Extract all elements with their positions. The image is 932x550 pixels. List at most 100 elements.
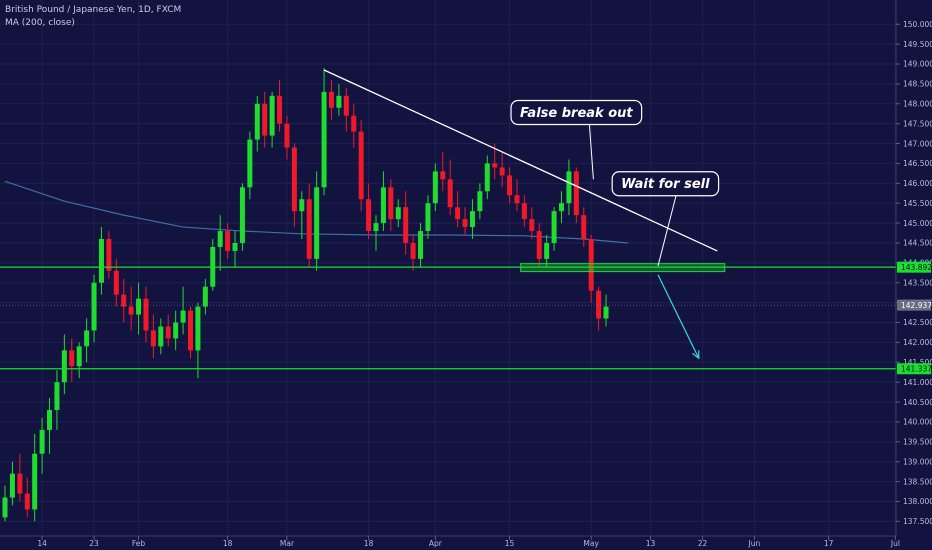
symbol-title: British Pound / Japanese Yen, 1D, FXCM	[5, 5, 182, 15]
candle-body	[507, 175, 513, 196]
candle-body	[136, 298, 142, 315]
y-tick-label-139.500: 139.500	[903, 438, 932, 447]
time-axis[interactable]: 14 23 Feb 18 Mar 18 Apr 15 May 13 22 Jun 17 Jul	[37, 536, 900, 548]
candle-body	[366, 199, 372, 232]
false-breakout-pointer	[588, 124, 594, 180]
candle-30	[225, 223, 231, 259]
candle-body	[69, 350, 75, 367]
candle-74	[551, 207, 557, 251]
y-tick-label-138.500: 138.500	[903, 477, 932, 486]
candle-21	[158, 318, 164, 355]
candle-79	[588, 235, 594, 303]
forecast-arrow-head	[692, 350, 700, 360]
candle-3	[24, 477, 30, 518]
candle-body	[32, 453, 38, 510]
x-tick-label-Mar: Mar	[280, 539, 295, 548]
horizontal-gridlines	[0, 23, 896, 522]
candle-69	[514, 179, 520, 212]
resistance-price-tag-label: 143.892	[901, 263, 932, 272]
candle-body	[158, 326, 164, 347]
y-tick-label-137.500: 137.500	[903, 517, 932, 526]
y-tick-label-142.500: 142.500	[903, 318, 932, 327]
candle-body	[373, 223, 379, 232]
candle-1	[9, 461, 15, 506]
candle-57	[425, 195, 431, 239]
y-tick-label-149.000: 149.000	[903, 60, 932, 69]
y-tick-label-145.000: 145.000	[903, 219, 932, 228]
candle-body	[499, 167, 505, 176]
candle-48	[358, 119, 364, 212]
y-tick-label-148.500: 148.500	[903, 80, 932, 89]
x-tick-label-22: 22	[698, 539, 708, 548]
price-tags: 143.892 142.937 141.337	[897, 261, 932, 375]
y-tick-label-150.000: 150.000	[903, 20, 932, 29]
candle-body	[277, 95, 283, 124]
x-tick-label-Feb: Feb	[132, 539, 146, 548]
candle-body	[2, 497, 8, 518]
x-tick-label-14: 14	[37, 539, 47, 548]
candle-body	[321, 91, 327, 188]
wait-for-sell-callout: Wait for sell	[611, 171, 720, 267]
candle-body	[551, 211, 557, 243]
candle-60	[447, 159, 453, 216]
candle-49	[366, 183, 372, 239]
y-tick-label-143.500: 143.500	[903, 278, 932, 287]
candle-51	[380, 171, 386, 232]
candle-body	[351, 115, 357, 132]
y-tick-label-147.000: 147.000	[903, 139, 932, 148]
y-tick-label-145.500: 145.500	[903, 199, 932, 208]
y-tick-label-146.000: 146.000	[903, 179, 932, 188]
wait-for-sell-box	[611, 171, 720, 197]
support-price-tag-label: 141.337	[901, 364, 932, 373]
candle-body	[24, 493, 30, 510]
candle-77	[573, 167, 579, 224]
candle-29	[217, 215, 223, 271]
candle-body	[403, 207, 409, 243]
candle-67	[499, 151, 505, 188]
candle-43	[321, 67, 327, 196]
candle-12	[91, 274, 97, 343]
candle-body	[380, 187, 386, 224]
support-price-tag: 141.337	[897, 363, 932, 375]
candle-70	[521, 195, 527, 228]
drawings: False break out Wait for sell	[323, 69, 726, 360]
candle-14	[106, 231, 112, 279]
chart-legend: British Pound / Japanese Yen, 1D, FXCM M…	[5, 4, 181, 30]
support-price-tag-bg	[897, 363, 931, 375]
candle-body	[188, 310, 193, 351]
sell-zone	[520, 263, 726, 273]
candle-5	[39, 417, 45, 474]
candle-47	[351, 103, 357, 148]
candle-2	[17, 453, 23, 502]
candle-75	[559, 191, 564, 224]
candle-body	[150, 330, 156, 347]
candle-body	[106, 238, 112, 271]
candle-31	[232, 231, 238, 267]
candle-body	[536, 231, 542, 259]
candle-body	[217, 231, 223, 247]
candle-body	[284, 123, 290, 148]
candle-body	[173, 322, 179, 339]
candle-71	[529, 207, 535, 239]
candle-body	[299, 199, 305, 212]
horizontal-levels	[0, 266, 896, 370]
candle-body	[388, 187, 394, 220]
y-tick-label-140.500: 140.500	[903, 398, 932, 407]
candle-54	[403, 191, 409, 255]
candle-body	[91, 282, 97, 331]
x-tick-label-May: May	[583, 539, 599, 548]
false-breakout-box	[510, 99, 643, 126]
candle-9	[69, 338, 75, 383]
wait-for-sell-label: Wait for sell	[621, 177, 710, 192]
candle-body	[195, 306, 201, 351]
x-tick-label-18: 18	[364, 539, 374, 548]
y-tick-label-139.000: 139.000	[903, 457, 932, 466]
candle-33	[247, 131, 253, 200]
current-price-tag: 142.937	[897, 299, 932, 311]
y-tick-label-144.500: 144.500	[903, 239, 932, 248]
candle-6	[47, 398, 53, 454]
candle-32	[239, 183, 245, 251]
candle-body	[566, 171, 572, 204]
